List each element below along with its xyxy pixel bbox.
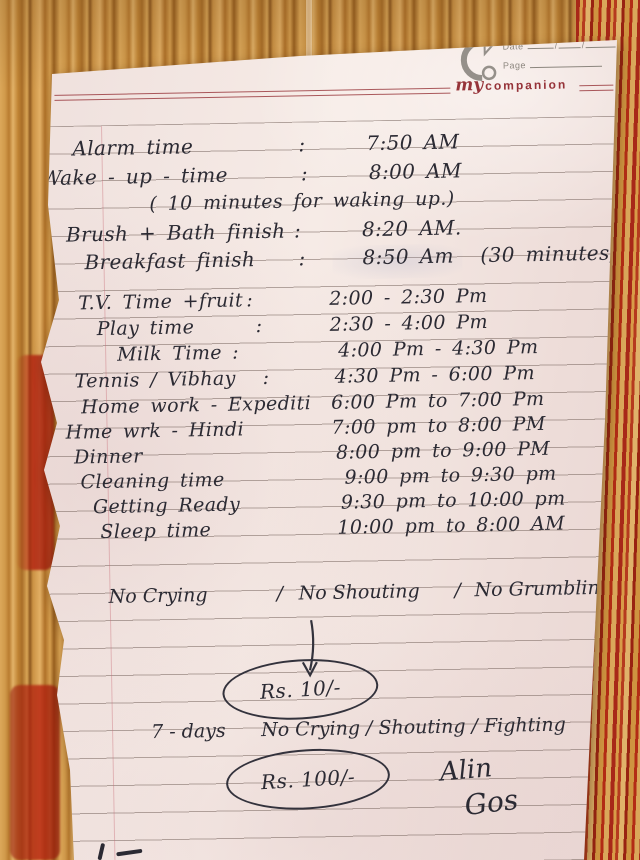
activity-time: 8:20 AM. [361, 215, 462, 242]
activity-label: Cleaning time [80, 468, 225, 494]
duration-note: (30 minutes) [480, 240, 619, 268]
activity-label: Breakfast finish [84, 247, 256, 275]
activity-label: Home work - Expediti [80, 392, 312, 419]
activity-time: 9:30 pm to 10:00 pm [340, 487, 566, 514]
activity-time: 2:30 - 4:00 Pm [329, 310, 489, 336]
date-blank-line [527, 40, 554, 50]
reward-amount: Rs. 100/- [260, 764, 356, 795]
activity-label: Play time [96, 316, 195, 341]
activity-label: Brush + Bath finish [65, 218, 286, 247]
colon: : [293, 218, 302, 243]
colon: : [231, 341, 240, 364]
down-arrow-icon [301, 620, 318, 678]
activity-time: 8:50 Am [362, 243, 455, 270]
brand-word: companion [485, 77, 568, 93]
page-field: Page [502, 57, 617, 71]
week-rule-text: No Crying / Shouting / Fighting [260, 713, 566, 742]
activity-label: Hme wrk - Hindi [65, 418, 245, 444]
week-prefix: 7 - days [150, 719, 226, 744]
date-field: Date / / [502, 40, 617, 52]
colon: : [300, 161, 309, 186]
rule-text: No Grumbling [474, 576, 613, 602]
brand-script: my [455, 74, 484, 96]
reward-amount-circle: Rs. 100/- [224, 744, 392, 815]
note-text: ( 10 minutes for waking up.) [149, 187, 455, 216]
rule-text: No Crying [108, 584, 208, 608]
colon: : [255, 315, 263, 338]
partial-writing-stroke [97, 842, 106, 860]
date-slash: / [554, 40, 558, 51]
slash: / [454, 579, 462, 602]
header-rule [54, 87, 451, 101]
signature: Alin [438, 753, 494, 788]
colon: : [262, 366, 270, 390]
activity-time: 9:00 pm to 9:30 pm [344, 462, 557, 489]
colon: : [298, 132, 306, 157]
activity-time: 6:00 Pm to 7:00 Pm [330, 387, 545, 414]
brand-wordmark: my companion [455, 73, 568, 96]
colon: : [298, 246, 306, 271]
activity-time: 8:00 AM [368, 158, 463, 185]
wood-seam [306, 0, 312, 80]
rule-text: No Shouting [298, 580, 420, 605]
signature: Gos [462, 782, 520, 823]
page-label: Page [502, 60, 527, 71]
date-blank-line [558, 40, 581, 49]
activity-time: 2:00 - 2:30 Pm [329, 284, 488, 310]
rules-line: No Crying / No Shouting / No Grumbling [41, 576, 617, 608]
penalty-amount-circle: Rs. 10/- [220, 654, 381, 725]
activity-time: 7:00 pm to 8:00 PM [331, 412, 546, 439]
date-blank-line [585, 40, 616, 49]
activity-label: Getting Ready [92, 493, 241, 519]
red-paint-mark [10, 685, 60, 860]
partial-writing-stroke [116, 848, 143, 857]
activity-time: 4:30 Pm - 6:00 Pm [334, 362, 536, 388]
activity-label: Tennis / Vibhay [74, 367, 237, 393]
activity-time: 7:50 AM [366, 129, 460, 156]
date-slash: / [581, 40, 585, 51]
activity-label: Alarm time [72, 134, 194, 161]
activity-time: 10:00 pm to 8:00 AM [337, 512, 566, 539]
activity-time: 8:00 pm to 9:00 PM [335, 437, 551, 464]
header-rule [579, 84, 614, 92]
activity-label: T.V. Time +fruit [78, 289, 244, 315]
activity-label: Sleep time [100, 519, 212, 544]
activity-label: Milk Time [116, 341, 223, 366]
penalty-amount: Rs. 10/- [259, 674, 342, 704]
page-blank-line [529, 57, 603, 69]
colon: : [246, 289, 254, 312]
date-label: Date [502, 41, 524, 52]
activity-label: Dinner [73, 445, 143, 469]
slash: / [276, 582, 284, 605]
activity-time: 4:00 Pm - 4:30 Pm [337, 336, 539, 362]
activity-label: Wake - up - time [40, 162, 229, 191]
